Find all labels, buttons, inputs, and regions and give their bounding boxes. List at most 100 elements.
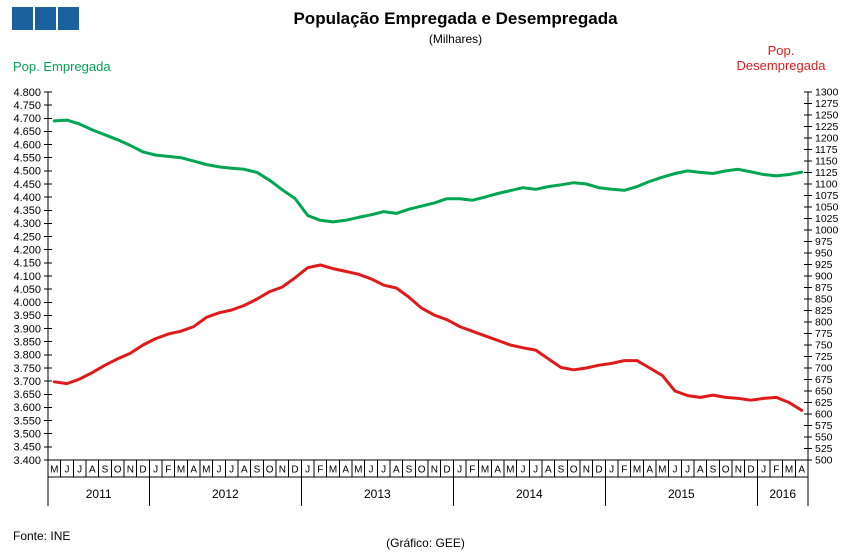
- svg-text:O: O: [114, 465, 122, 476]
- svg-text:925: 925: [815, 259, 833, 271]
- svg-text:875: 875: [815, 282, 833, 294]
- svg-text:J: J: [229, 465, 234, 476]
- svg-text:950: 950: [815, 248, 833, 260]
- svg-text:2016: 2016: [769, 487, 796, 501]
- svg-text:A: A: [697, 465, 704, 476]
- svg-text:J: J: [369, 465, 374, 476]
- right-axis: 1300127512501225120011751150112511001075…: [804, 87, 839, 467]
- svg-text:4.450: 4.450: [13, 179, 41, 191]
- svg-text:600: 600: [815, 409, 833, 421]
- svg-text:4.150: 4.150: [13, 258, 41, 270]
- svg-text:M: M: [202, 465, 210, 476]
- svg-text:2013: 2013: [364, 487, 391, 501]
- svg-text:975: 975: [815, 236, 833, 248]
- svg-text:J: J: [457, 465, 462, 476]
- svg-text:800: 800: [815, 317, 833, 329]
- svg-text:3.950: 3.950: [13, 310, 41, 322]
- svg-text:4.700: 4.700: [13, 113, 41, 125]
- svg-text:1275: 1275: [815, 98, 839, 110]
- svg-text:D: D: [595, 465, 602, 476]
- svg-text:2015: 2015: [668, 487, 695, 501]
- svg-text:4.350: 4.350: [13, 205, 41, 217]
- svg-text:N: N: [127, 465, 134, 476]
- svg-text:675: 675: [815, 374, 833, 386]
- svg-text:J: J: [685, 465, 690, 476]
- svg-text:J: J: [77, 465, 82, 476]
- svg-text:3.450: 3.450: [13, 442, 41, 454]
- svg-text:700: 700: [815, 363, 833, 375]
- svg-text:3.650: 3.650: [13, 389, 41, 401]
- svg-text:4.800: 4.800: [13, 87, 41, 99]
- svg-text:M: M: [785, 465, 793, 476]
- left-axis-series-label: Pop. Empregada: [13, 59, 111, 74]
- svg-text:3.800: 3.800: [13, 350, 41, 362]
- chart-subtitle: (Milhares): [428, 32, 483, 46]
- svg-text:D: D: [291, 465, 298, 476]
- svg-text:4.000: 4.000: [13, 297, 41, 309]
- svg-text:A: A: [545, 465, 552, 476]
- employed-line: [52, 118, 804, 224]
- svg-text:D: D: [747, 465, 754, 476]
- axis-frame: [47, 92, 809, 478]
- svg-text:2014: 2014: [516, 487, 543, 501]
- svg-text:3.400: 3.400: [13, 455, 41, 467]
- logo-square: [35, 7, 56, 30]
- svg-text:4.200: 4.200: [13, 245, 41, 257]
- svg-text:D: D: [139, 465, 146, 476]
- svg-text:625: 625: [815, 397, 833, 409]
- svg-text:1225: 1225: [815, 121, 839, 133]
- svg-text:1250: 1250: [815, 110, 839, 122]
- svg-text:1025: 1025: [815, 213, 839, 225]
- svg-text:M: M: [658, 465, 666, 476]
- svg-text:A: A: [89, 465, 96, 476]
- svg-text:775: 775: [815, 328, 833, 340]
- svg-text:A: A: [393, 465, 400, 476]
- svg-text:O: O: [418, 465, 426, 476]
- svg-text:3.600: 3.600: [13, 402, 41, 414]
- svg-text:O: O: [570, 465, 578, 476]
- svg-text:F: F: [469, 465, 475, 476]
- svg-text:N: N: [431, 465, 438, 476]
- svg-text:4.250: 4.250: [13, 231, 41, 243]
- svg-text:3.900: 3.900: [13, 323, 41, 335]
- svg-text:725: 725: [815, 351, 833, 363]
- svg-text:900: 900: [815, 271, 833, 283]
- svg-text:M: M: [329, 465, 337, 476]
- svg-text:4.300: 4.300: [13, 218, 41, 230]
- svg-text:J: J: [761, 465, 766, 476]
- right-axis-series-label-line2: Desempregada: [736, 58, 826, 73]
- svg-text:550: 550: [815, 432, 833, 444]
- svg-text:A: A: [190, 465, 197, 476]
- source-note: Fonte: INE: [13, 529, 71, 543]
- svg-text:J: J: [153, 465, 158, 476]
- svg-text:3.700: 3.700: [13, 376, 41, 388]
- svg-text:1150: 1150: [815, 156, 838, 168]
- svg-text:4.100: 4.100: [13, 271, 41, 283]
- svg-text:S: S: [254, 465, 261, 476]
- svg-text:O: O: [266, 465, 274, 476]
- logo: [12, 7, 79, 30]
- svg-text:A: A: [342, 465, 349, 476]
- svg-text:A: A: [798, 465, 805, 476]
- svg-text:J: J: [381, 465, 386, 476]
- svg-text:4.550: 4.550: [13, 153, 41, 165]
- svg-text:500: 500: [815, 455, 833, 467]
- svg-text:3.550: 3.550: [13, 415, 41, 427]
- svg-text:M: M: [633, 465, 641, 476]
- svg-text:4.400: 4.400: [13, 192, 41, 204]
- chart-title: População Empregada e Desempregada: [293, 9, 618, 28]
- svg-text:4.650: 4.650: [13, 126, 41, 138]
- svg-text:3.850: 3.850: [13, 337, 41, 349]
- svg-text:M: M: [50, 465, 58, 476]
- svg-text:J: J: [521, 465, 526, 476]
- svg-text:850: 850: [815, 294, 833, 306]
- right-axis-series-label: Pop. Desempregada: [716, 43, 846, 73]
- logo-square: [58, 7, 79, 30]
- svg-text:3.500: 3.500: [13, 429, 41, 441]
- svg-text:3.750: 3.750: [13, 363, 41, 375]
- svg-text:1175: 1175: [815, 144, 838, 156]
- svg-text:1100: 1100: [815, 179, 838, 191]
